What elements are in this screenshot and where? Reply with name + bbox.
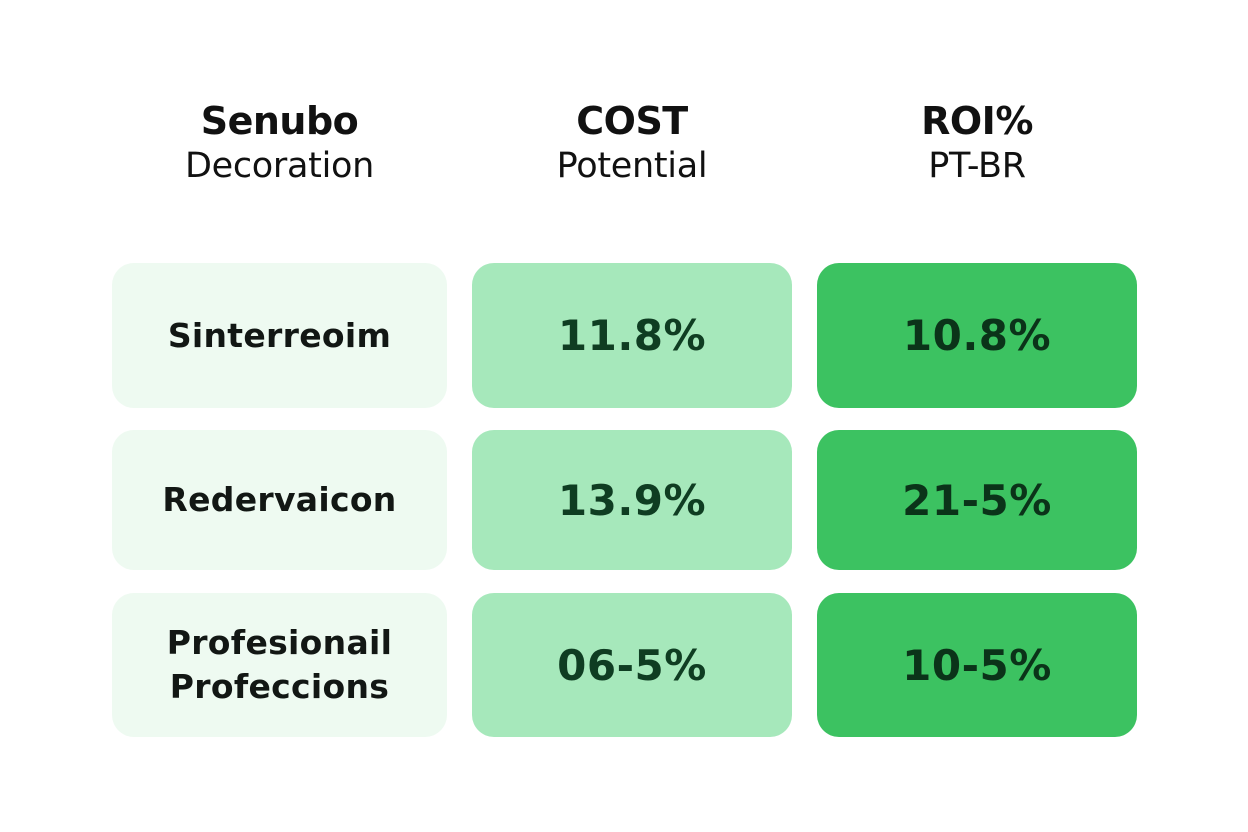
column-header-title: COST [576, 99, 688, 143]
row-label-line-1: Profesionail [166, 623, 393, 662]
column-header-title: ROI% [921, 99, 1033, 143]
row-label-cell: Redervaicon [112, 430, 447, 570]
row-label-line-2: Profeccions [169, 667, 390, 706]
roi-value: 21-5% [902, 475, 1052, 525]
cost-value-cell: 06-5% [472, 593, 792, 737]
row-label-cell: Sinterreoim [112, 263, 447, 408]
cost-value: 13.9% [557, 475, 707, 525]
roi-value-cell: 21-5% [817, 430, 1137, 570]
column-header-subtitle: PT-BR [928, 146, 1026, 186]
roi-value-cell: 10-5% [817, 593, 1137, 737]
roi-value: 10-5% [902, 640, 1052, 690]
cost-value: 06-5% [557, 640, 707, 690]
column-header-subtitle: Decoration [184, 146, 375, 186]
column-header-decoration: Senubo Decoration [112, 98, 447, 188]
cost-value-cell: 11.8% [472, 263, 792, 408]
cost-value-cell: 13.9% [472, 430, 792, 570]
row-label: Sinterreoim [167, 315, 392, 355]
column-header-title: Senubo [200, 99, 359, 143]
roi-value-cell: 10.8% [817, 263, 1137, 408]
column-header-subtitle: Potential [556, 146, 708, 186]
cost-value: 11.8% [557, 311, 707, 360]
column-header-cost: COST Potential [472, 98, 792, 188]
roi-value: 10.8% [902, 311, 1052, 360]
row-label: Redervaicon [162, 480, 397, 519]
column-header-roi: ROI% PT-BR [817, 98, 1137, 188]
row-label-cell: Profesionail Profeccions [112, 593, 447, 737]
